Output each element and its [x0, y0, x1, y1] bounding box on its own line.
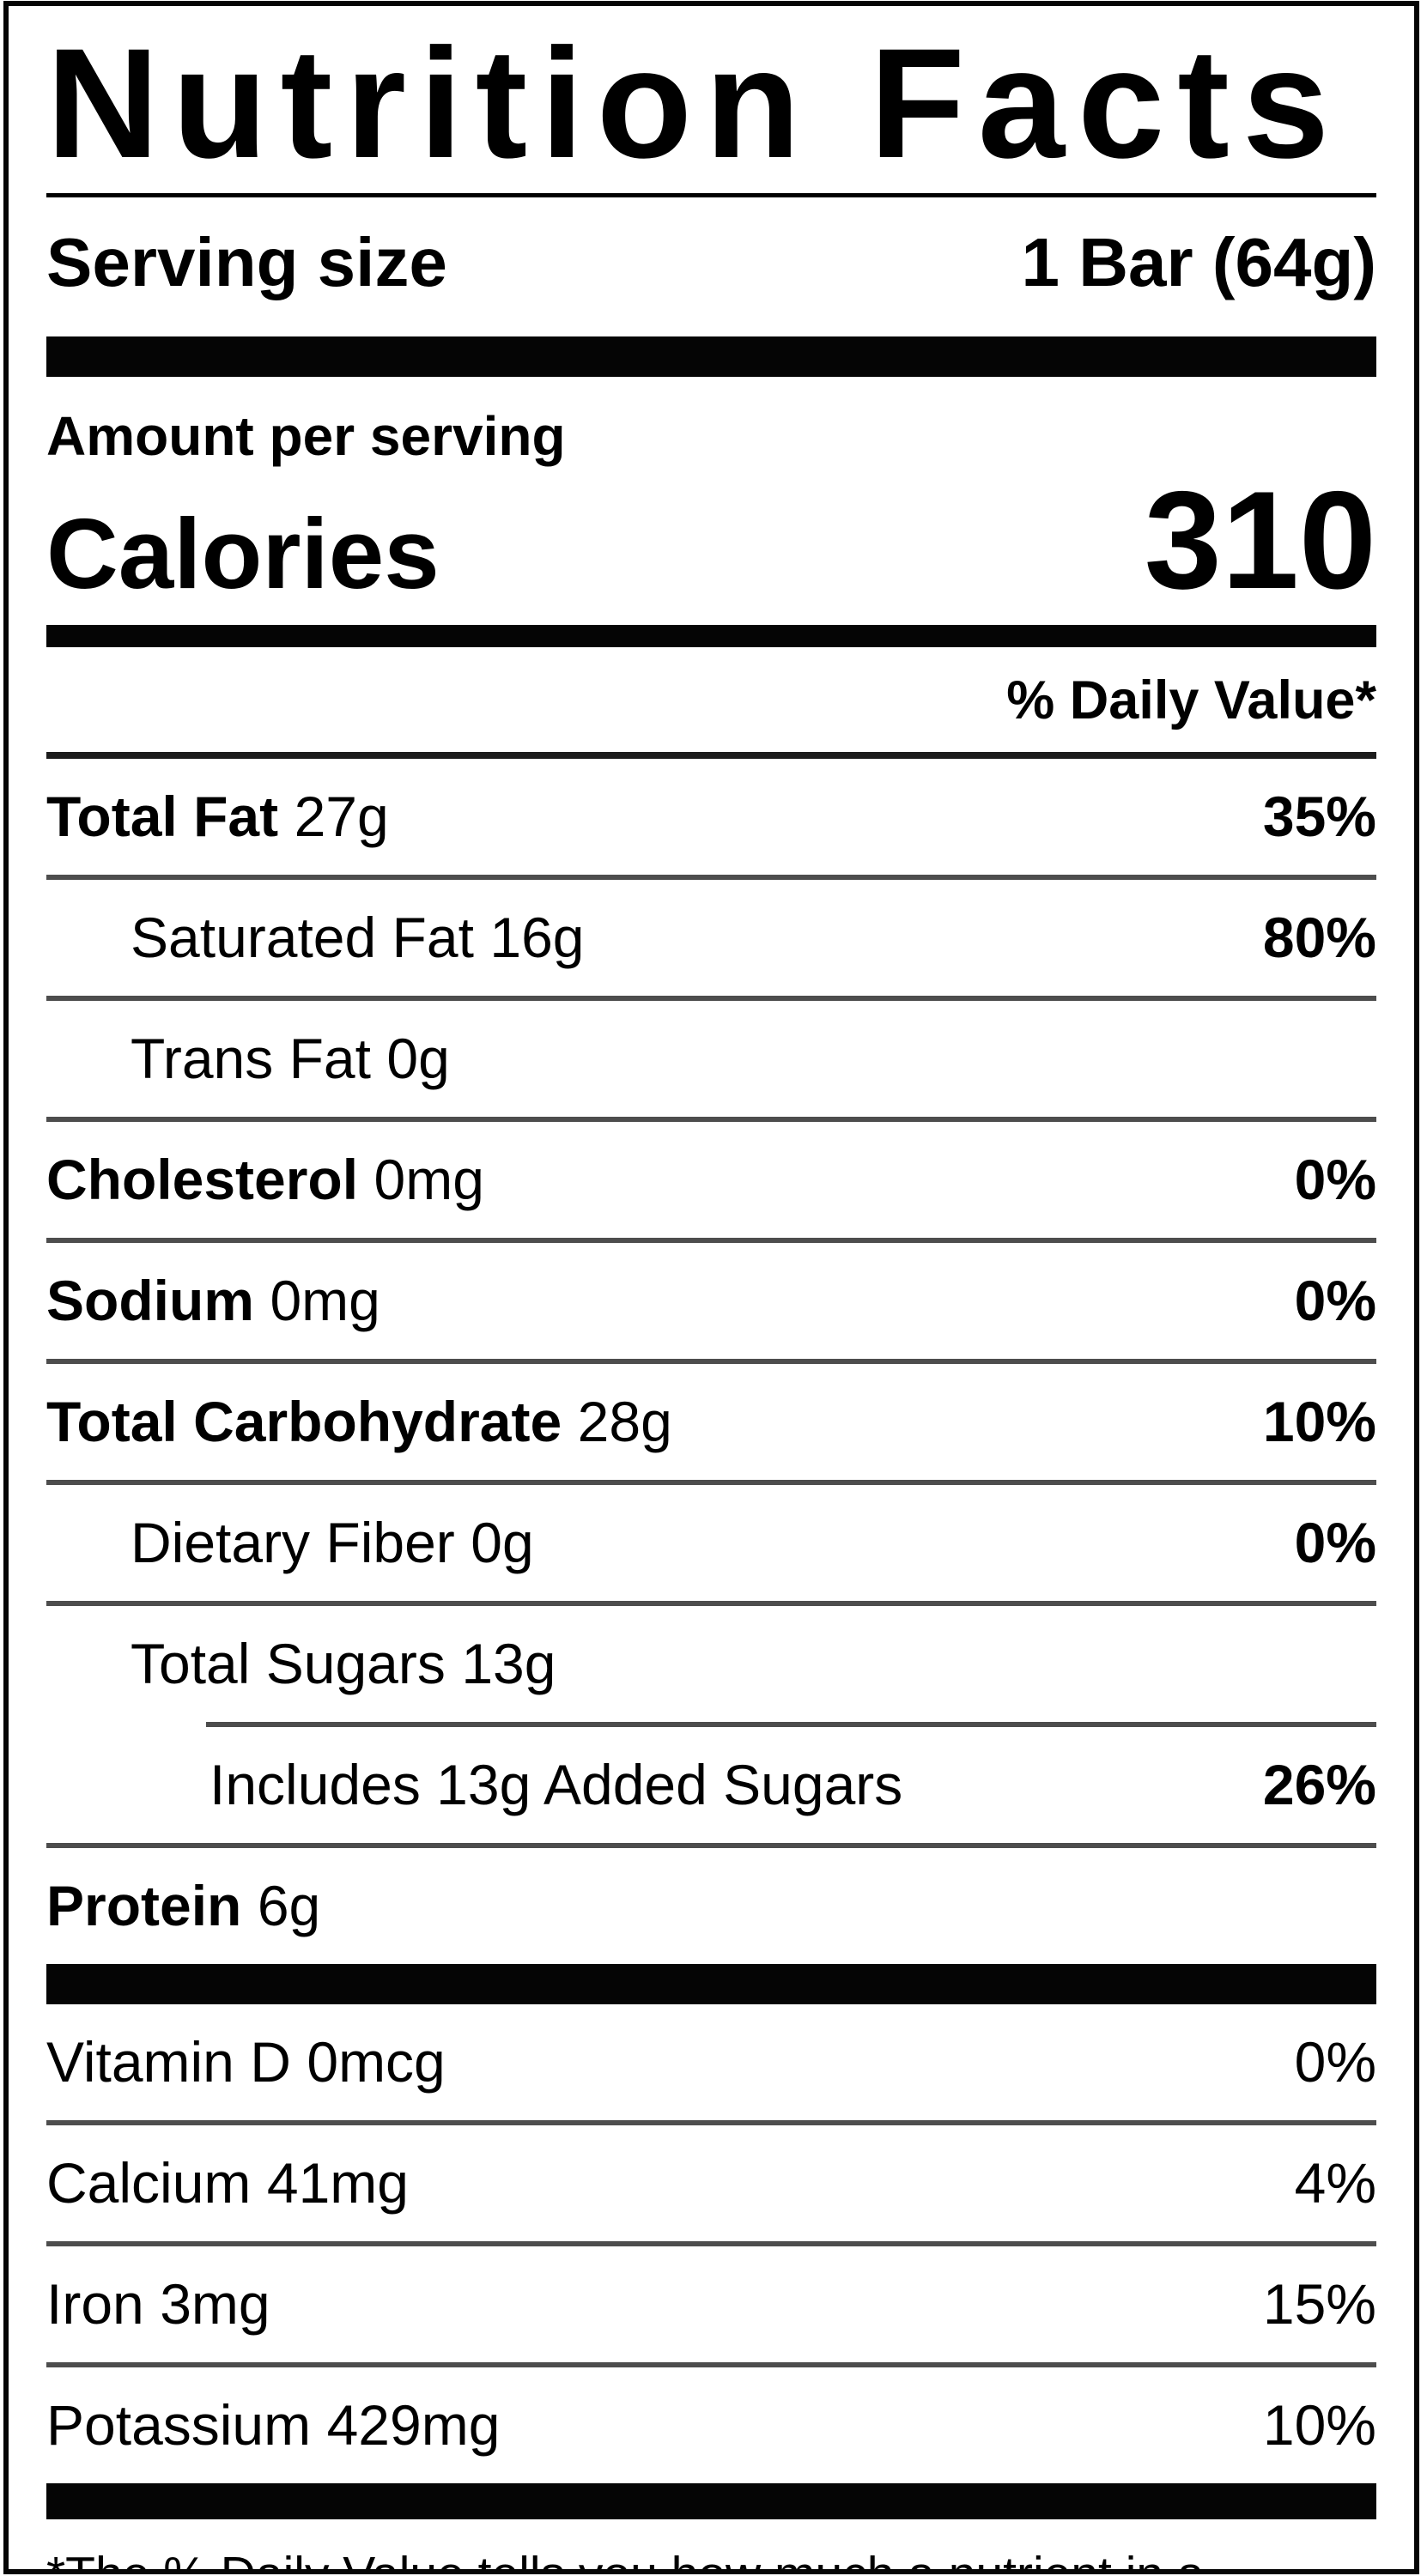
amount-per-serving-label: Amount per serving	[46, 405, 566, 467]
nutrient-row-added-sugars: Includes 13g Added Sugars 26%	[46, 1727, 1376, 1843]
nutrient-amount: 6g	[257, 1874, 321, 1937]
serving-size-value: 1 Bar (64g)	[1021, 224, 1376, 300]
nutrient-dv: 80%	[1262, 906, 1376, 969]
nutrition-facts-label: Nutrition Facts Serving size 1 Bar (64g)…	[3, 1, 1419, 2574]
row-divider	[46, 2241, 1376, 2246]
nutrient-row-potassium: Potassium 429mg 10%	[46, 2367, 1376, 2483]
nutrient-row-total-fat: Total Fat 27g 35%	[46, 759, 1376, 875]
nutrient-amount: 0mg	[270, 1269, 380, 1332]
nutrient-name: Total Sugars	[131, 1632, 446, 1695]
thick-divider-bar	[46, 2483, 1376, 2519]
row-divider	[46, 1480, 1376, 1485]
row-divider	[46, 1843, 1376, 1848]
nutrient-row-calcium: Calcium 41mg 4%	[46, 2125, 1376, 2241]
nutrient-amount: 27g	[294, 785, 389, 848]
nutrient-amount: 0mg	[373, 1148, 484, 1211]
nutrient-dv: 35%	[1262, 785, 1376, 848]
nutrient-name: Sodium	[46, 1269, 254, 1332]
nutrient-amount: 41mg	[266, 2151, 409, 2215]
nutrient-row-protein: Protein 6g	[46, 1848, 1376, 1964]
nutrient-amount: 28g	[577, 1390, 672, 1453]
nutrient-row-dietary-fiber: Dietary Fiber 0g 0%	[46, 1485, 1376, 1601]
row-divider	[46, 1359, 1376, 1364]
nutrient-name: Dietary Fiber	[131, 1511, 455, 1574]
daily-value-footnote: *The % Daily Value tells you how much a …	[46, 2547, 1205, 2574]
row-divider	[46, 2120, 1376, 2125]
title-divider	[46, 193, 1376, 197]
nutrient-amount: 16g	[489, 906, 585, 969]
nutrient-amount: 0mcg	[307, 2030, 446, 2094]
nutrient-row-vitamin-d: Vitamin D 0mcg 0%	[46, 2004, 1376, 2120]
nutrient-amount: 0g	[471, 1511, 534, 1574]
nutrient-row-trans-fat: Trans Fat 0g	[46, 1001, 1376, 1117]
nutrient-name: Cholesterol	[46, 1148, 359, 1211]
nutrient-dv: 10%	[1262, 2393, 1376, 2457]
nutrient-name: Protein	[46, 1874, 242, 1937]
nutrient-name: Total Carbohydrate	[46, 1390, 562, 1453]
row-divider-indented	[206, 1722, 1376, 1727]
nutrient-dv: 0%	[1294, 1511, 1376, 1574]
calories-value: 310	[1144, 463, 1376, 618]
serving-size-label: Serving size	[46, 224, 447, 300]
nutrient-amount: 13g	[461, 1632, 556, 1695]
nutrient-amount: 3mg	[160, 2272, 270, 2336]
nutrient-name: Potassium	[46, 2393, 312, 2457]
thick-divider-bar	[46, 336, 1376, 377]
serving-size-row: Serving size 1 Bar (64g)	[46, 197, 1376, 336]
nutrient-dv: 26%	[1262, 1753, 1376, 1816]
nutrient-amount: 429mg	[326, 2393, 501, 2457]
calories-divider	[46, 625, 1376, 647]
label-content: Nutrition Facts Serving size 1 Bar (64g)…	[9, 15, 1414, 2574]
nutrient-dv: 0%	[1294, 1148, 1376, 1211]
nutrient-name: Saturated Fat	[131, 906, 474, 969]
row-divider	[46, 1238, 1376, 1243]
calories-row: Calories 310	[46, 471, 1376, 611]
row-divider	[46, 1601, 1376, 1606]
nutrient-name: Calcium	[46, 2151, 252, 2215]
nutrient-name: Vitamin D	[46, 2030, 291, 2094]
nutrient-dv: 15%	[1262, 2272, 1376, 2336]
row-divider	[46, 1117, 1376, 1122]
nutrient-row-saturated-fat: Saturated Fat 16g 80%	[46, 880, 1376, 996]
nutrient-row-iron: Iron 3mg 15%	[46, 2246, 1376, 2362]
nutrient-name: Total Fat	[46, 785, 279, 848]
nutrient-dv: 0%	[1294, 2030, 1376, 2094]
nutrient-dv: 10%	[1262, 1390, 1376, 1453]
row-divider	[46, 996, 1376, 1001]
row-divider	[46, 875, 1376, 880]
nutrient-row-total-sugars: Total Sugars 13g	[46, 1606, 1376, 1722]
header-divider	[46, 752, 1376, 759]
nutrient-row-total-carbohydrate: Total Carbohydrate 28g 10%	[46, 1364, 1376, 1480]
nutrient-amount: 0g	[386, 1027, 450, 1090]
nutrient-name: Iron	[46, 2272, 144, 2336]
label-title: Nutrition Facts	[46, 15, 1343, 191]
daily-value-header: % Daily Value*	[1006, 670, 1376, 730]
nutrient-row-sodium: Sodium 0mg 0%	[46, 1243, 1376, 1359]
thick-divider-bar	[46, 1964, 1376, 2004]
row-divider	[46, 2362, 1376, 2367]
nutrient-row-cholesterol: Cholesterol 0mg 0%	[46, 1122, 1376, 1238]
nutrient-dv: 0%	[1294, 1269, 1376, 1332]
nutrient-dv: 4%	[1294, 2151, 1376, 2215]
nutrient-name: Includes 13g Added Sugars	[210, 1753, 903, 1816]
calories-label: Calories	[46, 498, 440, 609]
nutrient-name: Trans Fat	[131, 1027, 371, 1090]
